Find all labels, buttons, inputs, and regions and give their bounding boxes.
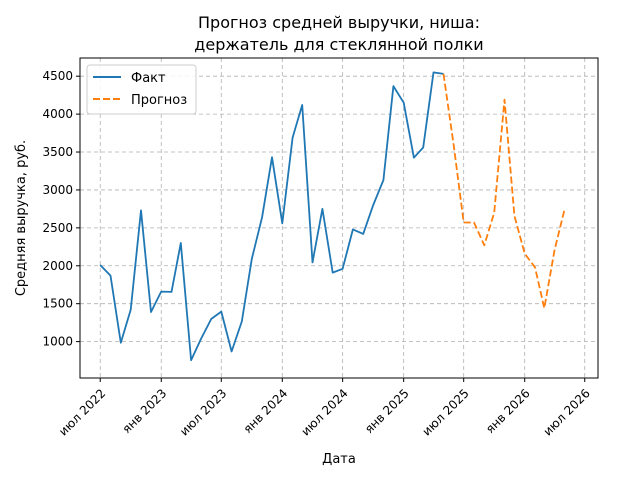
series-lines [99,71,566,362]
y-tick-label: 1000 [42,335,73,349]
legend-label-forecast: Прогноз [131,93,187,108]
chart-title-line-1: Прогноз средней выручки, ниша: [198,13,480,32]
series-line-forecast [442,73,566,310]
legend: Факт Прогноз [86,64,197,115]
legend-label-fact: Факт [131,71,166,86]
x-axis-label: Дата [322,452,356,467]
y-tick-label: 4000 [42,107,73,121]
y-tick-label: 2000 [42,259,73,273]
y-axis-label: Средняя выручка, руб. [14,140,29,296]
y-tick-label: 3500 [42,145,73,159]
chart-title-line-2: держатель для стеклянной полки [194,35,483,54]
y-tick-label: 4500 [42,69,73,83]
series-line-fact [99,71,444,362]
y-tick-label: 1500 [42,297,73,311]
y-tick-label: 2500 [42,221,73,235]
grid [80,58,598,378]
y-tick-label: 3000 [42,183,73,197]
plot-frame [79,57,599,379]
